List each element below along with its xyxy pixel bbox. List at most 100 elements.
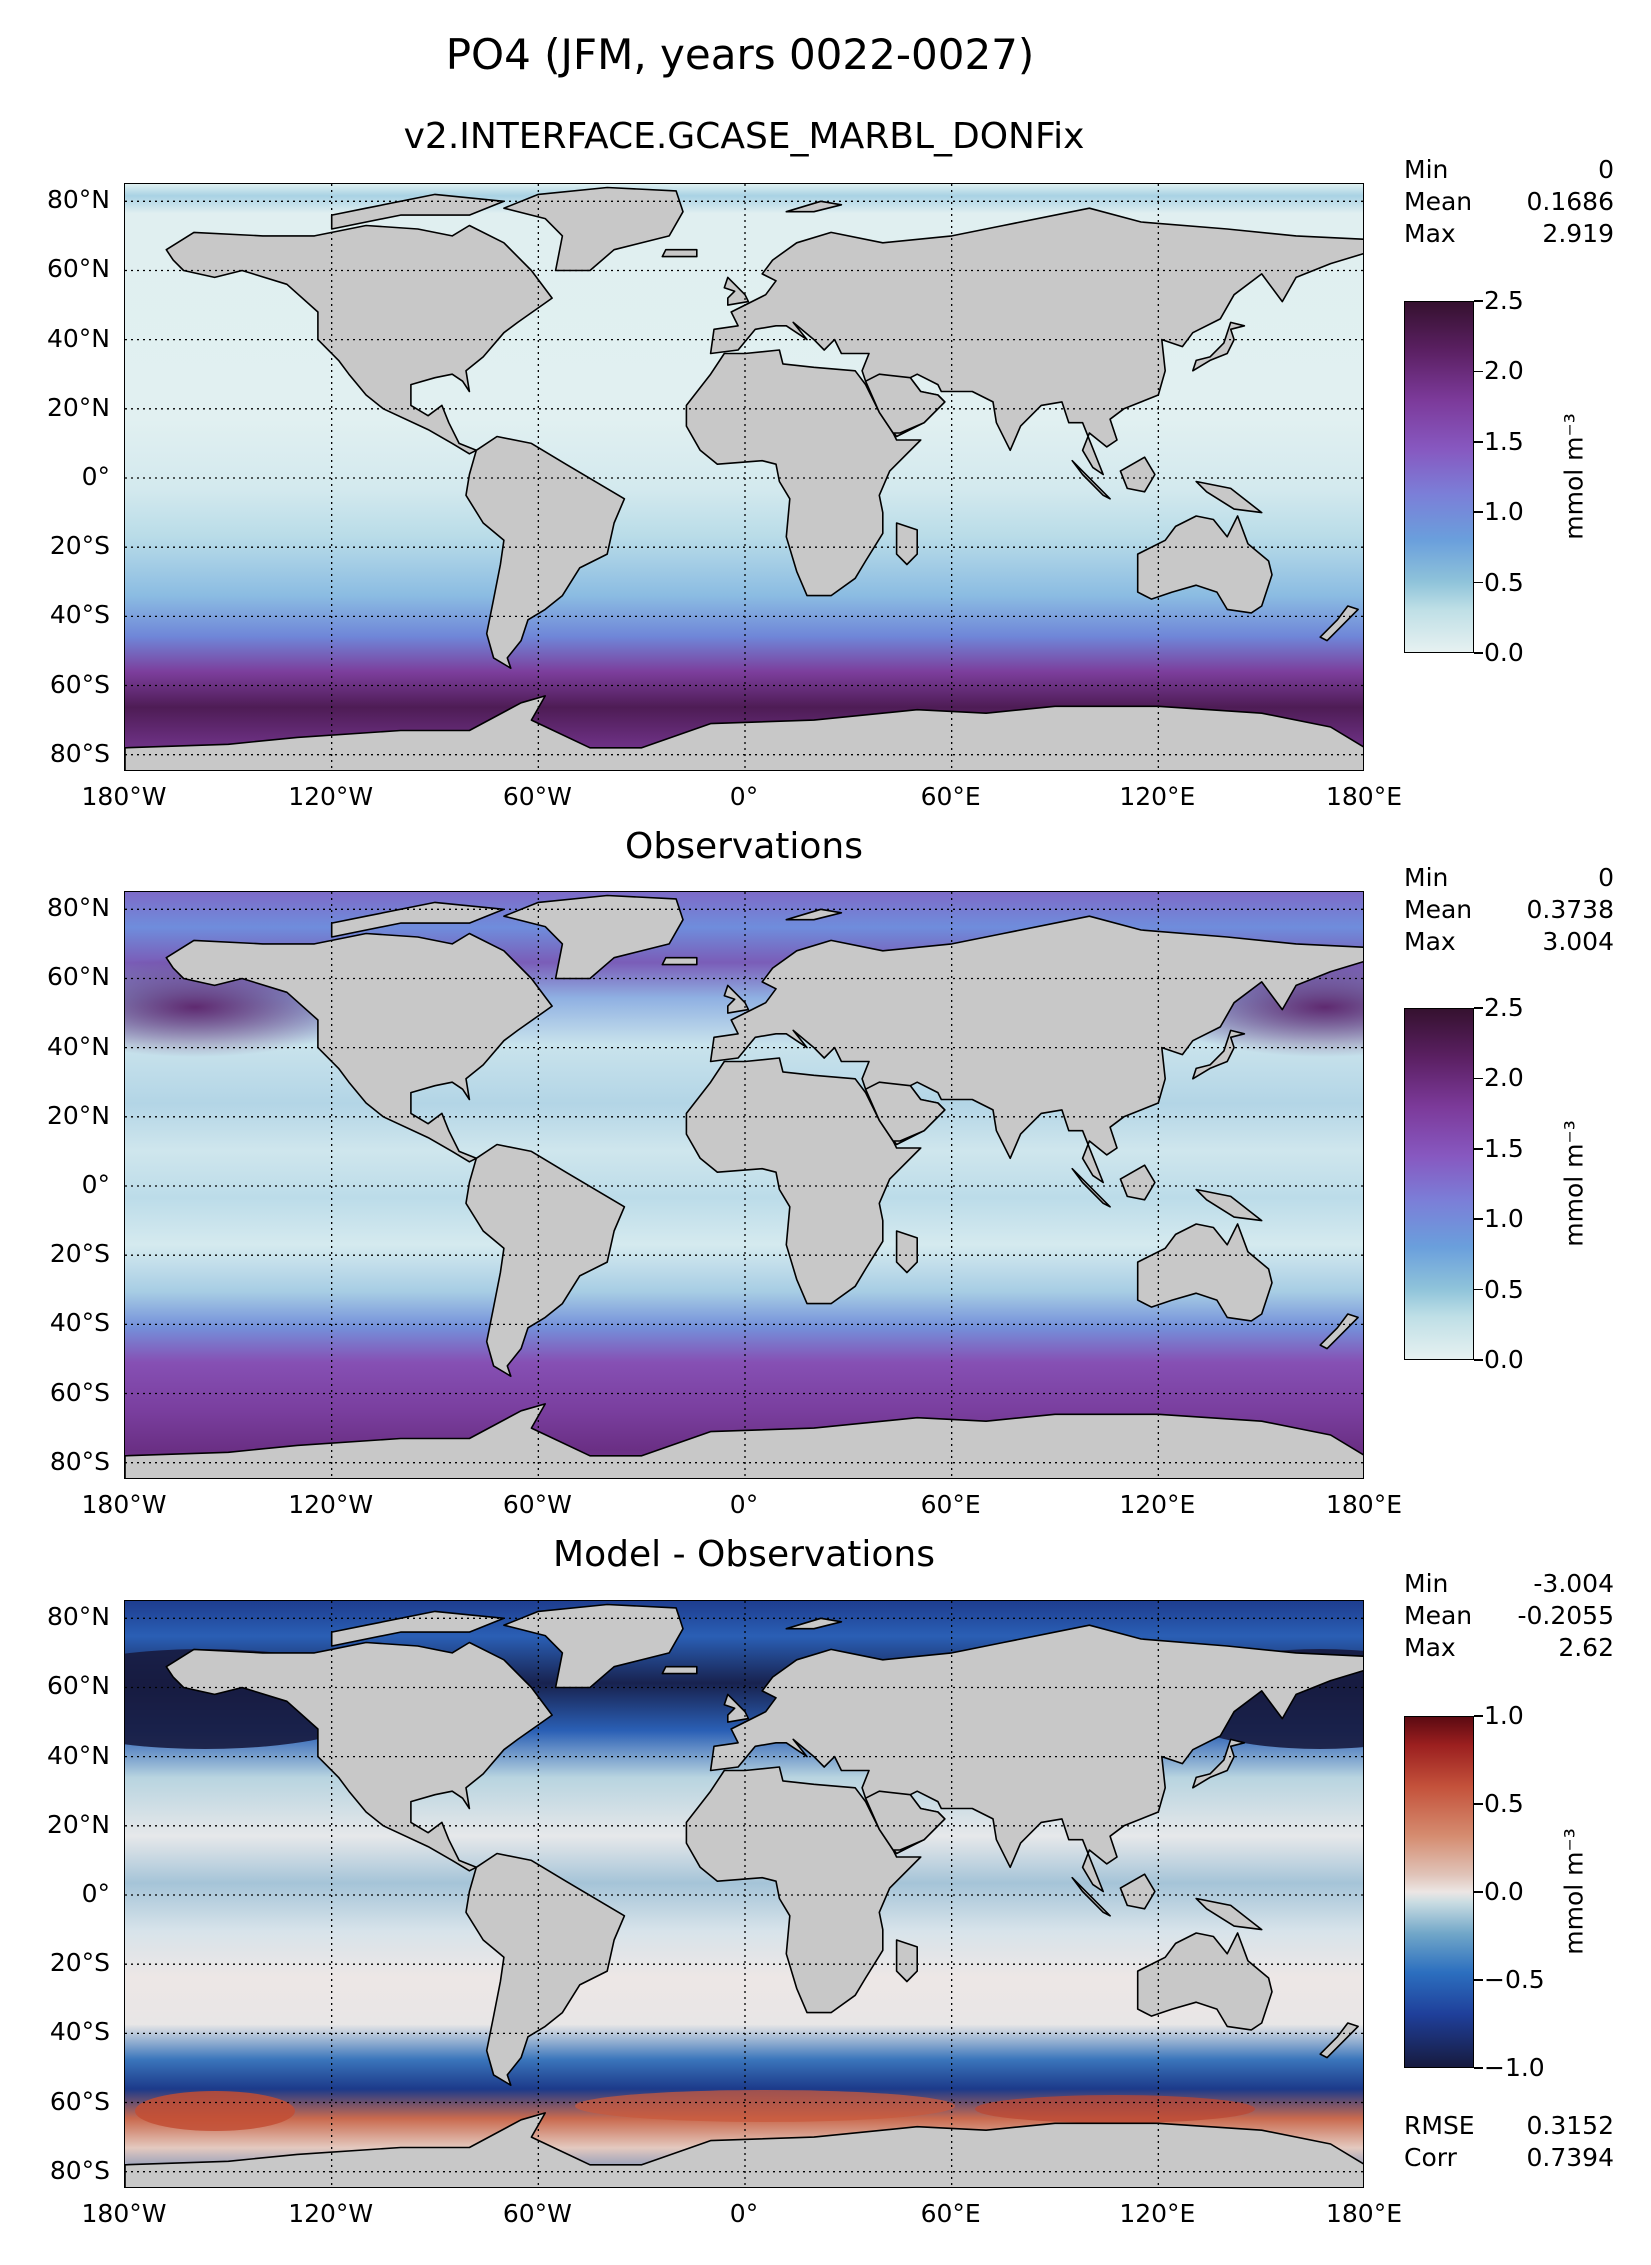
lon-tick-label: 120°W bbox=[288, 2199, 374, 2228]
lat-tick-label: 0° bbox=[81, 1170, 110, 1199]
lon-tick-label: 120°E bbox=[1119, 782, 1196, 811]
map-observations bbox=[124, 891, 1364, 1479]
colorbar-unit-model: mmol m⁻³ bbox=[1559, 413, 1589, 540]
colorbar-tick bbox=[1474, 370, 1483, 373]
landmass-new-zealand bbox=[1319, 605, 1359, 642]
landmass-japan bbox=[1192, 321, 1246, 372]
landmass-svalbard bbox=[785, 908, 843, 921]
lat-tick-label: 80°S bbox=[49, 2155, 110, 2185]
lat-tick-label: 40°S bbox=[49, 600, 110, 630]
landmass-madagascar bbox=[895, 1230, 919, 1274]
lon-tick-label: 120°E bbox=[1119, 2199, 1196, 2228]
lat-tick-label: 40°S bbox=[49, 2017, 110, 2047]
landmass-arabia bbox=[864, 1790, 946, 1851]
colorbar-tick bbox=[1474, 300, 1483, 302]
lon-tick-label: 60°W bbox=[502, 1490, 572, 1519]
colorbar-tick bbox=[1474, 1148, 1483, 1150]
lon-tick-label: 0° bbox=[729, 782, 759, 811]
landmass-uk bbox=[723, 984, 750, 1014]
colorbar-tick bbox=[1474, 1288, 1483, 1291]
colorbar-tick-label: 2.5 bbox=[1484, 993, 1524, 1022]
lat-tick-label: 20°N bbox=[46, 392, 110, 422]
land-masses bbox=[125, 186, 1363, 770]
lon-tick-label: 60°W bbox=[502, 782, 572, 811]
colorbar-tick bbox=[1474, 652, 1483, 654]
colorbar-tick-label: 0.5 bbox=[1484, 567, 1524, 597]
landmass-svalbard bbox=[785, 1617, 843, 1630]
lat-tick-label: 40°N bbox=[46, 1740, 110, 1770]
landmass-new-guinea bbox=[1195, 1897, 1263, 1931]
colorbar-tick bbox=[1474, 1891, 1483, 1893]
colorbar-tick-label: 1.5 bbox=[1484, 1133, 1524, 1163]
colorbar-tick-label: 1.0 bbox=[1484, 497, 1524, 527]
lat-tick-label: 40°N bbox=[46, 323, 110, 353]
landmass-iceland bbox=[661, 956, 698, 966]
colorbar-tick bbox=[1474, 1077, 1483, 1080]
landmass-africa bbox=[685, 1766, 922, 2014]
lon-tick-label: 180°W bbox=[81, 1490, 167, 1519]
landmass-new-zealand bbox=[1319, 1313, 1359, 1350]
landmass-japan bbox=[1192, 1738, 1246, 1789]
colorbar-tick bbox=[1474, 1359, 1483, 1361]
colorbar-observations bbox=[1404, 1008, 1474, 1360]
lon-tick-label: 180°W bbox=[81, 2199, 167, 2228]
landmass-arabia bbox=[864, 373, 946, 434]
lon-tick-label: 180°E bbox=[1325, 1490, 1402, 1519]
lon-tick-label: 180°W bbox=[81, 782, 167, 811]
graticule bbox=[125, 184, 1363, 770]
map-difference bbox=[124, 1600, 1364, 2188]
colorbar-tick-label: 0.5 bbox=[1484, 1274, 1524, 1304]
landmass-arabia bbox=[864, 1081, 946, 1142]
colorbar-unit-observations: mmol m⁻³ bbox=[1559, 1120, 1589, 1247]
lat-tick-label: 0° bbox=[81, 1879, 110, 1908]
colorbar-tick bbox=[1474, 1007, 1483, 1009]
landmass-greenland bbox=[503, 1603, 684, 1689]
colorbar-tick-label: 2.0 bbox=[1484, 1063, 1524, 1093]
lon-tick-label: 60°W bbox=[502, 2199, 572, 2228]
lat-tick-label: 20°S bbox=[49, 1239, 110, 1269]
colorbar-model bbox=[1404, 301, 1474, 653]
map-model-svg bbox=[125, 184, 1363, 770]
colorbar-tick-label: 1.0 bbox=[1484, 1204, 1524, 1234]
landmass-eurasia bbox=[709, 1624, 1363, 1893]
landmass-new-guinea bbox=[1195, 1188, 1263, 1222]
landmass-indonesia-borneo bbox=[1119, 1164, 1156, 1201]
colorbar-tick-label: 0.5 bbox=[1484, 1789, 1524, 1818]
south-pacific-positive bbox=[135, 2091, 295, 2131]
lat-tick-label: 60°N bbox=[46, 1671, 110, 1701]
landmass-south-america bbox=[465, 1143, 626, 1378]
lat-tick-label: 40°N bbox=[46, 1031, 110, 1061]
landmass-madagascar bbox=[895, 522, 919, 566]
landmass-indonesia-borneo bbox=[1119, 1873, 1156, 1910]
landmass-svalbard bbox=[785, 200, 843, 213]
landmass-antarctica bbox=[125, 695, 1363, 770]
landmass-south-america bbox=[465, 1852, 626, 2087]
landmass-africa bbox=[685, 349, 922, 597]
stats-model: Min 0 Mean 0.1686 Max 2.919 bbox=[1404, 155, 1614, 248]
landmass-iceland bbox=[661, 248, 698, 258]
landmass-eurasia bbox=[709, 207, 1363, 476]
landmass-arctic-islands bbox=[330, 193, 505, 230]
graticule bbox=[125, 892, 1363, 1478]
lat-tick-label: 20°N bbox=[46, 1809, 110, 1839]
colorbar-tick bbox=[1474, 1803, 1483, 1805]
lat-tick-label: 20°N bbox=[46, 1100, 110, 1130]
lon-tick-label: 0° bbox=[729, 2199, 759, 2228]
colorbar-tick-label: 1.0 bbox=[1484, 1701, 1524, 1730]
stats-difference: Min -3.004 Mean -0.2055 Max 2.62 bbox=[1404, 1569, 1614, 1662]
stats-rmse-corr: RMSE 0.3152 Corr 0.7394 bbox=[1404, 2111, 1614, 2172]
lon-tick-label: 60°E bbox=[920, 782, 981, 811]
colorbar-tick-label: 2.0 bbox=[1484, 356, 1524, 386]
southern-ocean-positive bbox=[575, 2090, 955, 2122]
landmass-indonesia-sumatra bbox=[1071, 1876, 1111, 1917]
lat-tick-label: 60°N bbox=[46, 962, 110, 992]
panel-title-observations: Observations bbox=[625, 826, 863, 867]
stats-observations: Min 0 Mean 0.3738 Max 3.004 bbox=[1404, 863, 1614, 956]
colorbar-unit-difference: mmol m⁻³ bbox=[1559, 1828, 1589, 1955]
colorbar-tick-label: −1.0 bbox=[1484, 2053, 1545, 2082]
landmass-arctic-islands bbox=[330, 1610, 505, 1647]
colorbar-tick bbox=[1474, 441, 1483, 443]
colorbar-tick bbox=[1474, 2067, 1483, 2069]
landmass-greenland bbox=[503, 894, 684, 980]
landmass-uk bbox=[723, 276, 750, 306]
